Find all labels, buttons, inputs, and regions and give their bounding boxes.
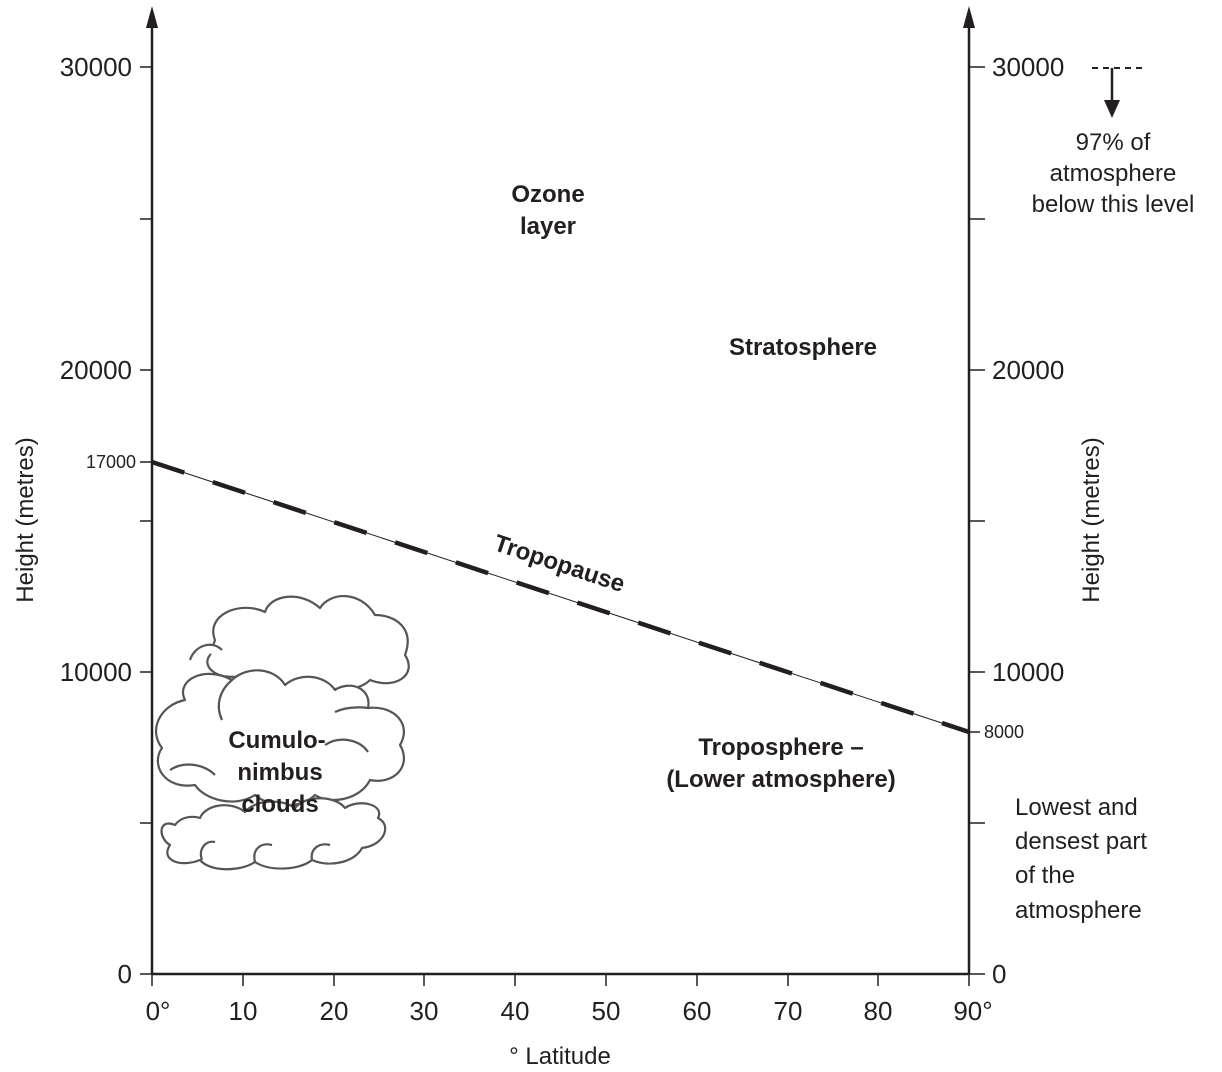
left-axis-arrow-icon [146,6,158,28]
cumulonimbus-cloud-icon [155,595,410,871]
bottom-note-line4: atmosphere [1015,897,1142,924]
bottom-note-line1: Lowest and [1015,794,1138,821]
cloud-label-line1: Cumulo- [228,727,325,754]
troposphere-label-line2: (Lower atmosphere) [666,766,895,793]
right-tick-0: 0 [992,959,1006,989]
left-marker-17000: 17000 [86,452,136,472]
bottom-right-note: Lowest and densest part of the atmospher… [1015,794,1147,924]
top-note-line1: 97% of [1076,129,1151,156]
left-tick-0: 0 [118,959,132,989]
right-tick-20000: 20000 [992,355,1064,385]
x-tick-60: 60 [683,996,712,1026]
ozone-label-line1: Ozone [511,181,584,208]
x-tick-50: 50 [592,996,621,1026]
right-tick-30000: 30000 [992,52,1064,82]
top-note-line3: below this level [1032,191,1195,218]
x-axis: 0° 10 20 30 40 50 60 70 80 90° ° Latitud… [146,972,993,1070]
x-tick-70: 70 [774,996,803,1026]
top-note-line2: atmosphere [1050,160,1177,187]
bottom-note-line3: of the [1015,862,1075,889]
right-axis: 30000 20000 10000 8000 0 Height (metres) [963,6,1105,989]
right-tick-10000: 10000 [992,657,1064,687]
x-tick-40: 40 [501,996,530,1026]
top-right-note: 97% of atmosphere below this level [1032,67,1195,218]
troposphere-label-line1: Troposphere – [698,734,863,761]
cloud-label-line2: nimbus [237,759,322,786]
left-tick-10000: 10000 [60,657,132,687]
x-tick-90: 90° [953,996,992,1026]
tropopause-label: Tropopause [491,530,629,598]
right-axis-title: Height (metres) [1078,437,1105,602]
x-tick-0: 0° [146,996,171,1026]
down-arrow-icon [1104,100,1120,118]
x-tick-30: 30 [410,996,439,1026]
stratosphere-label: Stratosphere [729,334,877,361]
x-tick-80: 80 [864,996,893,1026]
cloud-label-line3: clouds [241,791,318,818]
left-tick-30000: 30000 [60,52,132,82]
x-tick-20: 20 [320,996,349,1026]
bottom-note-line2: densest part [1015,828,1147,855]
ozone-label-line2: layer [520,213,576,240]
x-axis-title: ° Latitude [509,1043,611,1070]
right-axis-arrow-icon [963,6,975,28]
left-axis-title: Height (metres) [12,437,39,602]
left-tick-20000: 20000 [60,355,132,385]
right-marker-8000: 8000 [984,722,1024,742]
left-axis: 30000 20000 17000 10000 0 Height (metres… [12,6,158,989]
tropopause-line [151,459,970,735]
x-tick-10: 10 [229,996,258,1026]
